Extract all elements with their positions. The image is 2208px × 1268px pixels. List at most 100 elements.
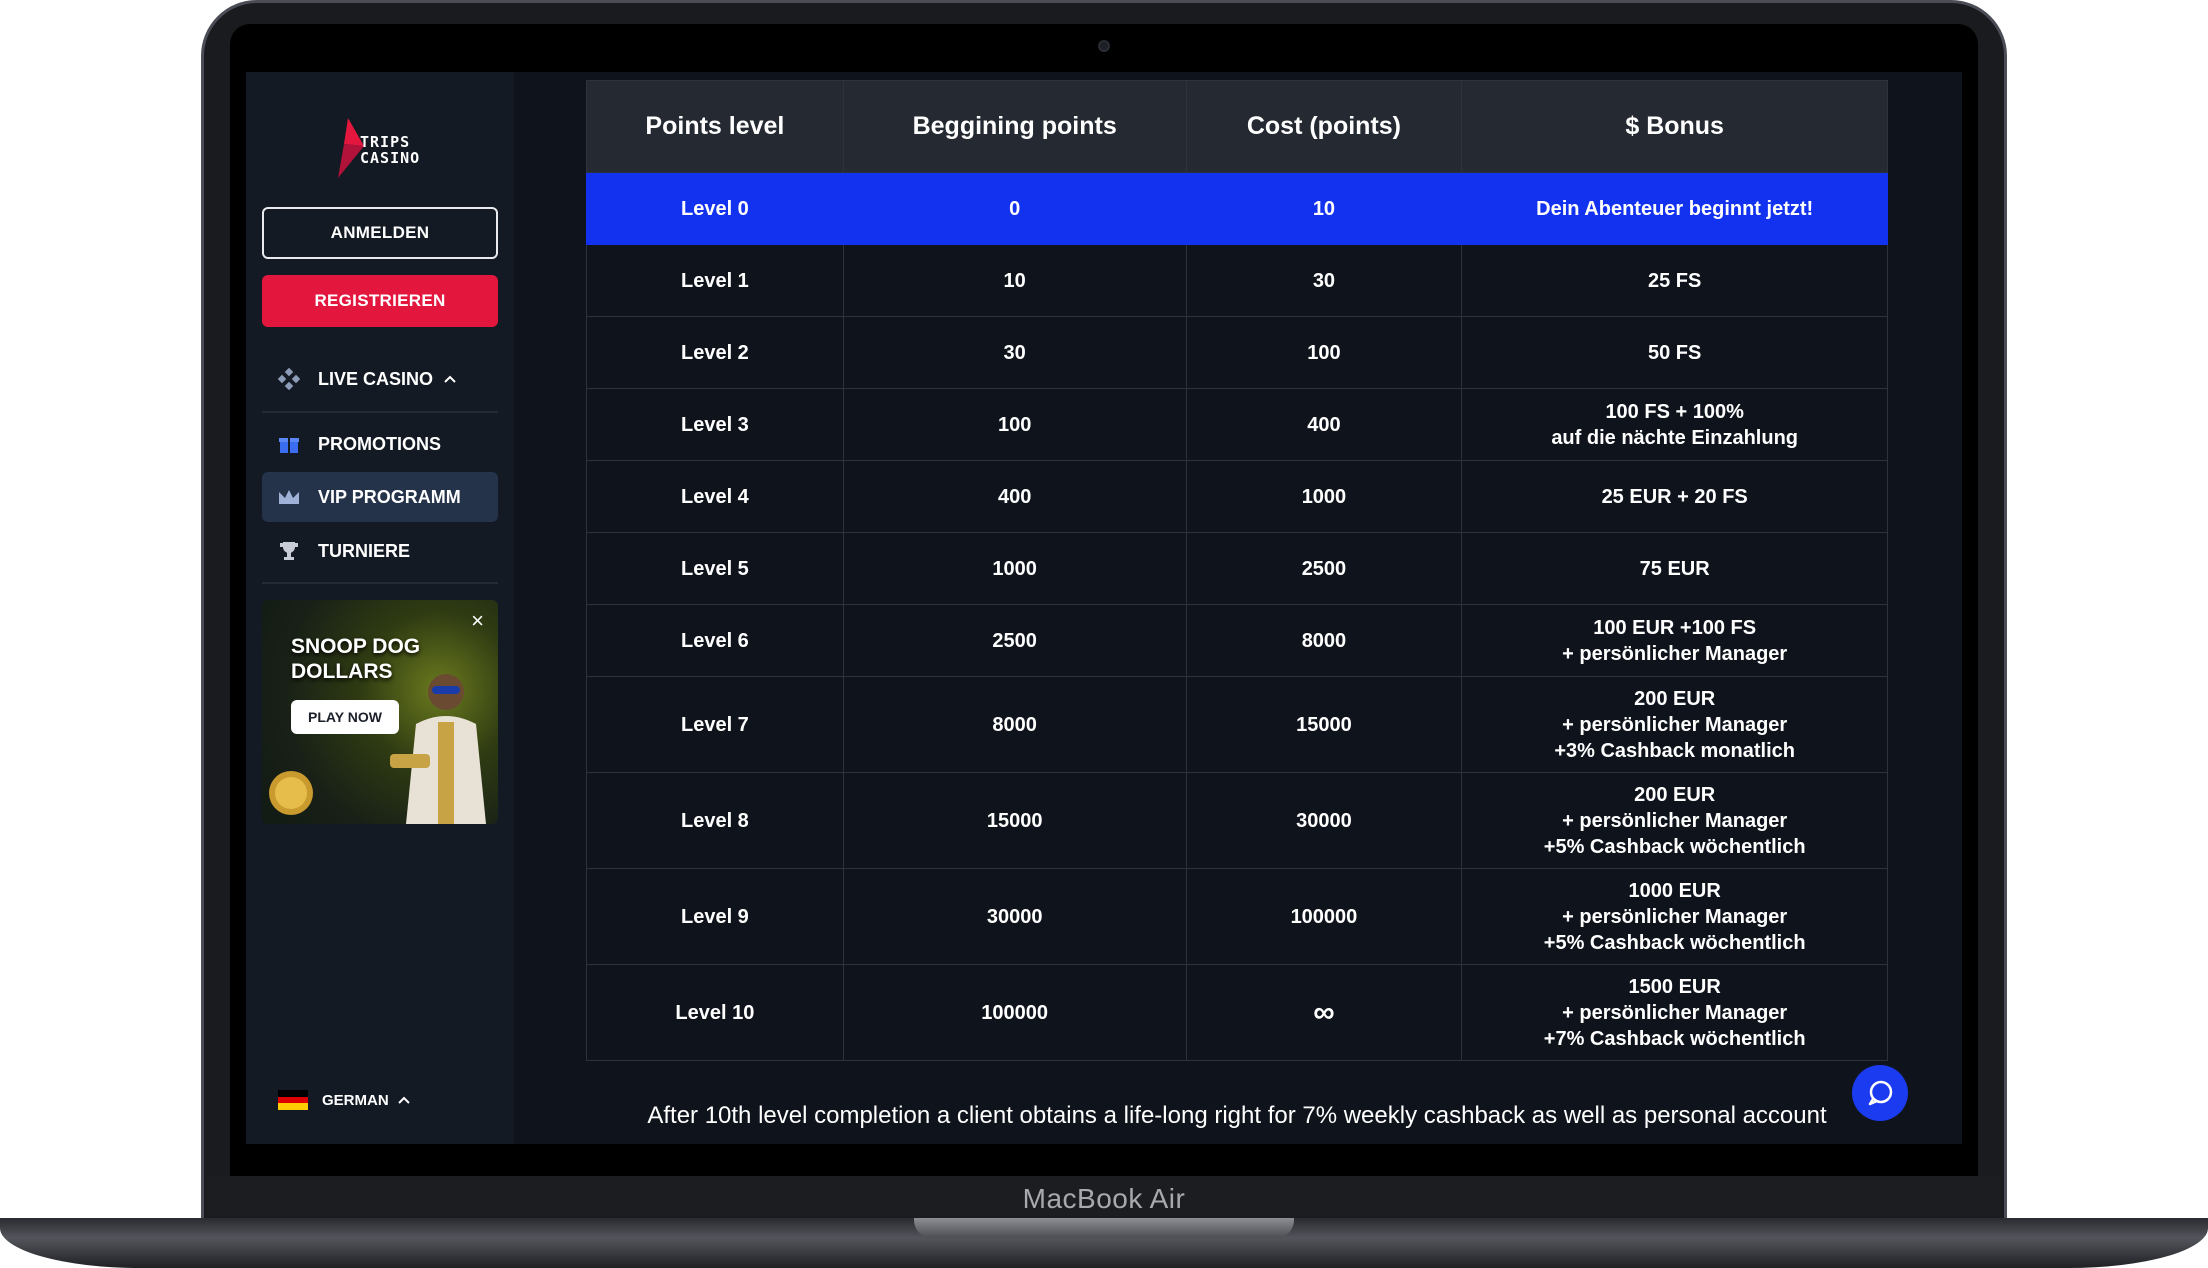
- bonus-cell: 25 EUR + 20 FS: [1461, 460, 1888, 533]
- bonus-line: + persönlicher Manager: [1562, 809, 1788, 832]
- level-cell: Level 0: [586, 172, 844, 245]
- bonus-line: 25 EUR + 20 FS: [1601, 485, 1748, 508]
- table-body: Level 0 0 10 Dein Abenteuer beginnt jetzt! L…: [586, 172, 1888, 1061]
- table-row: Level 10 100000 ∞ 1500 EUR + persönlicher Ma…: [586, 964, 1888, 1061]
- crown-icon: [274, 488, 304, 506]
- table-row: Level 0 0 10 Dein Abenteuer beginnt jetzt!: [586, 172, 1888, 245]
- begin-points-cell: 8000: [842, 676, 1187, 773]
- column-header: Beggining points: [842, 80, 1187, 173]
- camera-icon: [1098, 40, 1110, 52]
- table-row: Level 3 100 400 100 FS + 100% auf die nächte…: [586, 388, 1888, 461]
- bonus-line: auf die nächte Einzahlung: [1551, 426, 1799, 449]
- register-button[interactable]: REGISTRIEREN: [262, 275, 498, 327]
- bonus-cell: 50 FS: [1461, 316, 1888, 389]
- cost-cell: 15000: [1185, 676, 1463, 773]
- level-cell: Level 7: [586, 676, 844, 773]
- cost-cell: 30000: [1185, 772, 1463, 869]
- bonus-line: 200 EUR: [1634, 783, 1716, 806]
- vip-levels-table: Points level Beggining points Cost (poin…: [586, 80, 1888, 1061]
- level-cell: Level 1: [586, 244, 844, 317]
- cost-cell: 8000: [1185, 604, 1463, 677]
- begin-points-cell: 30000: [842, 868, 1187, 965]
- cost-cell: 2500: [1185, 532, 1463, 605]
- sidebar: TRIPS CASINO ANMELDEN REGISTRIEREN LIVE …: [246, 72, 514, 1144]
- bonus-line: + persönlicher Manager: [1562, 642, 1788, 665]
- begin-points-cell: 400: [842, 460, 1187, 533]
- level-cell: Level 3: [586, 388, 844, 461]
- nav-item-live-casino[interactable]: LIVE CASINO: [262, 354, 498, 404]
- bonus-line: 1500 EUR: [1628, 975, 1721, 998]
- level-cell: Level 2: [586, 316, 844, 389]
- cost-cell: 30: [1185, 244, 1463, 317]
- level-cell: Level 10: [586, 964, 844, 1061]
- trophy-icon: [274, 540, 304, 562]
- language-selector[interactable]: GERMAN: [278, 1090, 411, 1111]
- german-flag-icon: [278, 1090, 308, 1111]
- bonus-line: 50 FS: [1647, 341, 1702, 364]
- begin-points-cell: 10: [842, 244, 1187, 317]
- bonus-line: +5% Cashback wöchentlich: [1543, 931, 1806, 954]
- play-now-button[interactable]: PLAY NOW: [291, 700, 399, 734]
- nav-item-tournaments[interactable]: TURNIERE: [262, 526, 498, 576]
- nav-item-vip[interactable]: VIP PROGRAMM: [262, 472, 498, 522]
- login-button[interactable]: ANMELDEN: [262, 207, 498, 259]
- bonus-line: 25 FS: [1647, 269, 1702, 292]
- nav-item-promotions[interactable]: PROMOTIONS: [262, 419, 498, 469]
- bonus-line: 1000 EUR: [1628, 879, 1721, 902]
- screen: TRIPS CASINO ANMELDEN REGISTRIEREN LIVE …: [246, 72, 1962, 1144]
- laptop-notch: [914, 1218, 1294, 1238]
- bonus-line: 75 EUR: [1639, 557, 1710, 580]
- table-row: Level 2 30 100 50 FS: [586, 316, 1888, 389]
- divider: [262, 582, 498, 584]
- bonus-line: 100 FS + 100%: [1605, 400, 1744, 423]
- cost-cell: 100: [1185, 316, 1463, 389]
- level-cell: Level 8: [586, 772, 844, 869]
- table-row: Level 4 400 1000 25 EUR + 20 FS: [586, 460, 1888, 533]
- device-brand: MacBook Air: [1022, 1183, 1186, 1214]
- bonus-line: +5% Cashback wöchentlich: [1543, 835, 1806, 858]
- close-icon[interactable]: ×: [471, 608, 484, 633]
- level-cell: Level 5: [586, 532, 844, 605]
- bonus-cell: 200 EUR + persönlicher Manager +5% Cashbac…: [1461, 772, 1888, 869]
- promo-coin-image: [269, 771, 313, 815]
- bonus-cell: Dein Abenteuer beginnt jetzt!: [1461, 172, 1888, 245]
- bonus-cell: 1000 EUR + persönlicher Manager +5% Cashba…: [1461, 868, 1888, 965]
- level-cell: Level 9: [586, 868, 844, 965]
- laptop-chin: [207, 1176, 2001, 1216]
- bonus-line: 100 EUR +100 FS: [1593, 616, 1757, 639]
- begin-points-cell: 100: [842, 388, 1187, 461]
- begin-points-cell: 1000: [842, 532, 1187, 605]
- table-header-row: Points level Beggining points Cost (poin…: [586, 80, 1888, 173]
- chat-button[interactable]: [1852, 1065, 1908, 1121]
- logo-text: TRIPS CASINO: [360, 133, 421, 167]
- bonus-cell: 100 FS + 100% auf die nächte Einzahlung: [1461, 388, 1888, 461]
- table-row: Level 8 15000 30000 200 EUR + persönlicher M…: [586, 772, 1888, 869]
- table-row: Level 9 30000 100000 1000 EUR + persönlicher…: [586, 868, 1888, 965]
- cost-cell: 1000: [1185, 460, 1463, 533]
- logo[interactable]: TRIPS CASINO: [334, 116, 454, 180]
- nav-label-promotions: PROMOTIONS: [318, 433, 442, 454]
- bonus-cell: 200 EUR + persönlicher Manager +3% Cashbac…: [1461, 676, 1888, 773]
- logo-icon: [338, 118, 364, 178]
- gift-icon: [274, 433, 304, 455]
- begin-points-cell: 0: [842, 172, 1187, 245]
- nav-label-live-casino: LIVE CASINO: [318, 368, 434, 389]
- table-row: Level 6 2500 8000 100 EUR +100 FS + persönli…: [586, 604, 1888, 677]
- language-label: GERMAN: [322, 1091, 389, 1109]
- cost-cell: ∞: [1185, 964, 1463, 1061]
- level-cell: Level 6: [586, 604, 844, 677]
- bonus-line: + persönlicher Manager: [1562, 1001, 1788, 1024]
- column-header: Points level: [586, 80, 844, 173]
- bonus-line: +3% Cashback monatlich: [1554, 739, 1795, 762]
- cost-cell: 100000: [1185, 868, 1463, 965]
- bonus-line: + persönlicher Manager: [1562, 905, 1788, 928]
- chat-icon: [1868, 1080, 1893, 1106]
- begin-points-cell: 100000: [842, 964, 1187, 1061]
- chevron-up-icon: [444, 375, 456, 383]
- nav-label-tournaments: TURNIERE: [318, 540, 411, 561]
- bonus-line: + persönlicher Manager: [1562, 713, 1788, 736]
- nav-label-vip: VIP PROGRAMM: [318, 486, 461, 507]
- promo-banner[interactable]: SNOOP DOG DOLLARS PLAY NOW ×: [262, 600, 498, 824]
- table-row: Level 5 1000 2500 75 EUR: [586, 532, 1888, 605]
- promo-character-image: [390, 674, 486, 824]
